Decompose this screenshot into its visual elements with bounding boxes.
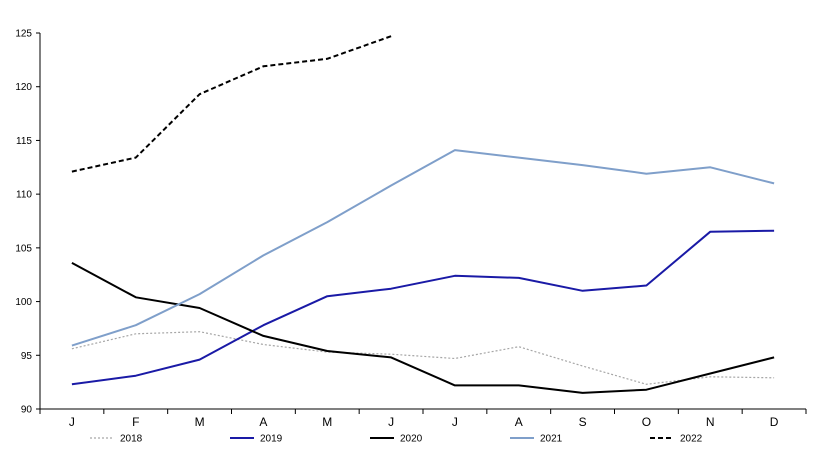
x-tick-label: J <box>388 415 394 429</box>
axes: 90 95 100 105 110 115 120 125 J F M A M J J A S O N D <box>15 29 807 429</box>
y-tick-label: 120 <box>15 82 32 93</box>
x-tick-label: J <box>452 415 458 429</box>
x-tick-label: A <box>259 415 267 429</box>
series-line-2019 <box>71 229 775 386</box>
legend: 2018 2019 2020 2021 2022 <box>90 434 703 445</box>
y-tick-label: 95 <box>21 351 33 362</box>
series-line-2018 <box>71 331 775 385</box>
x-tick-label: J <box>69 415 75 429</box>
x-tick-label: A <box>515 415 523 429</box>
y-tick-label: 100 <box>15 297 32 308</box>
legend-label-2019: 2019 <box>260 434 283 445</box>
series-line-2021 <box>71 149 775 347</box>
y-tick-label: 125 <box>15 29 32 40</box>
y-tick-label: 105 <box>15 243 32 254</box>
plot-lines <box>71 35 775 394</box>
x-tick-label: F <box>132 415 139 429</box>
x-tick-label: D <box>770 415 779 429</box>
x-tick-label: M <box>195 415 205 429</box>
series-line-2022 <box>71 35 392 173</box>
x-tick-label: N <box>706 415 715 429</box>
x-tick-label: O <box>642 415 651 429</box>
y-tick-label: 110 <box>16 190 32 201</box>
y-tick-label: 90 <box>21 405 33 416</box>
series-line-2020 <box>71 262 775 394</box>
legend-label-2022: 2022 <box>680 434 703 445</box>
y-tick-label: 115 <box>16 136 32 147</box>
x-tick-label: M <box>322 415 332 429</box>
legend-label-2018: 2018 <box>120 434 143 445</box>
legend-label-2021: 2021 <box>540 434 563 445</box>
x-tick-label: S <box>579 415 587 429</box>
legend-label-2020: 2020 <box>400 434 423 445</box>
